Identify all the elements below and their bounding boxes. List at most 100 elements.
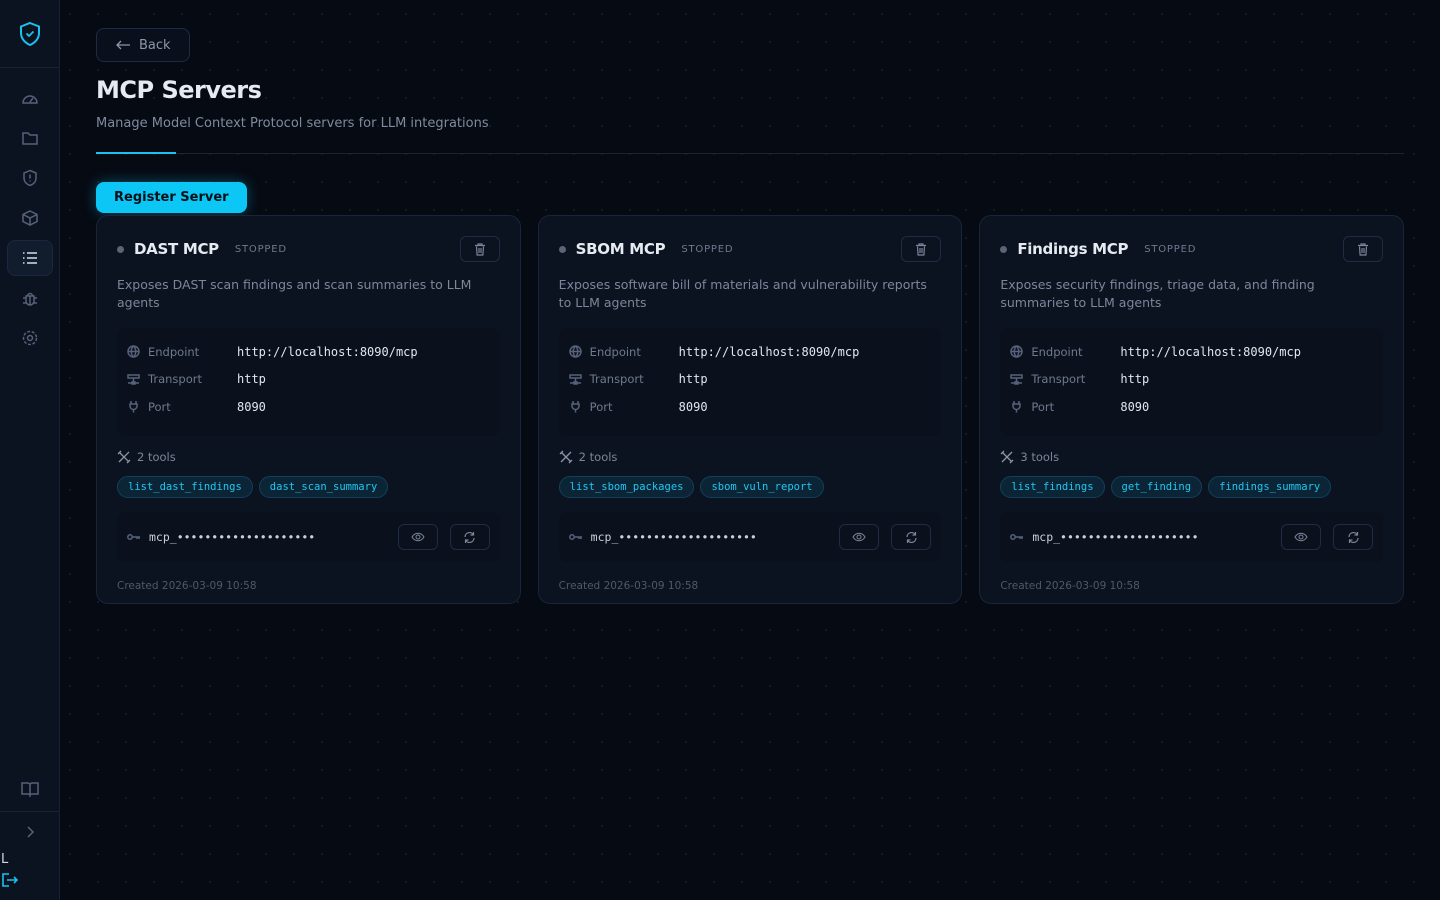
server-card: Findings MCP STOPPED Exposes security fin…	[979, 215, 1405, 604]
api-key-value: mcp_••••••••••••••••••••	[1032, 530, 1199, 544]
sidebar-item-bugs[interactable]	[7, 280, 53, 316]
delete-button[interactable]	[459, 236, 500, 262]
tools-count: 2 tools	[137, 450, 176, 464]
network-icon	[568, 374, 582, 385]
endpoint-value: http://localhost:8090/mcp	[1120, 344, 1301, 359]
tools-icon	[559, 450, 573, 464]
gauge-icon	[21, 95, 38, 104]
sidebar: L	[0, 0, 60, 900]
tool-chip[interactable]: list_dast_findings	[117, 476, 253, 498]
transport-value: http	[1120, 372, 1150, 387]
port-label: Port	[1031, 399, 1055, 414]
globe-icon	[127, 345, 140, 358]
server-info: Endpoint http://localhost:8090/mcp Transp…	[1000, 328, 1384, 436]
server-name: SBOM MCP	[575, 240, 666, 258]
sidebar-item-dashboard[interactable]	[7, 80, 53, 116]
transport-label: Transport	[589, 372, 644, 387]
plug-icon	[1012, 401, 1022, 413]
reveal-key-button[interactable]	[1281, 524, 1322, 550]
sidebar-item-settings[interactable]	[7, 320, 53, 356]
list-icon	[22, 252, 37, 264]
status-dot	[1000, 245, 1008, 253]
server-card: DAST MCP STOPPED Exposes DAST scan findin…	[96, 215, 521, 604]
status-dot	[558, 245, 566, 253]
tool-chips: list_sbom_packages sbom_vuln_report	[558, 476, 942, 498]
logo[interactable]	[0, 0, 59, 68]
endpoint-value: http://localhost:8090/mcp	[678, 344, 860, 359]
transport-label: Transport	[1031, 372, 1086, 387]
logout-button[interactable]	[0, 872, 60, 900]
tools-count: 3 tools	[1020, 450, 1060, 464]
eye-icon	[1294, 532, 1308, 542]
transport-value: http	[678, 372, 708, 387]
back-label: Back	[139, 37, 171, 53]
regenerate-key-button[interactable]	[449, 524, 490, 550]
register-server-button[interactable]: Register Server	[96, 182, 247, 213]
eye-icon	[411, 532, 425, 542]
reveal-key-button[interactable]	[397, 524, 438, 550]
sidebar-item-security[interactable]	[7, 160, 53, 196]
refresh-icon	[464, 531, 475, 543]
shield-check-icon	[19, 21, 40, 46]
port-value: 8090	[237, 399, 266, 414]
docs-button[interactable]	[0, 766, 60, 812]
created-timestamp: Created 2026-03-09 10:58	[117, 580, 257, 592]
sidebar-item-mcp-servers[interactable]	[6, 240, 53, 276]
shield-alert-icon	[22, 169, 37, 187]
regenerate-key-button[interactable]	[1333, 524, 1374, 550]
chevron-right-icon	[27, 826, 35, 838]
sidebar-item-packages[interactable]	[7, 200, 53, 236]
endpoint-value: http://localhost:8090/mcp	[237, 344, 418, 359]
tools-icon	[1000, 450, 1014, 464]
endpoint-label: Endpoint	[148, 344, 200, 359]
tools-count: 2 tools	[578, 450, 618, 464]
tool-chip[interactable]: sbom_vuln_report	[700, 476, 824, 498]
network-icon	[1010, 374, 1024, 385]
book-icon	[21, 781, 39, 797]
trash-icon	[474, 242, 485, 256]
status-dot	[117, 245, 124, 253]
back-button[interactable]: Back	[96, 28, 190, 62]
tool-chip[interactable]: list_sbom_packages	[558, 476, 695, 498]
created-timestamp: Created 2026-03-09 10:58	[558, 580, 699, 592]
reveal-key-button[interactable]	[839, 524, 880, 550]
delete-button[interactable]	[901, 236, 942, 262]
server-cards: DAST MCP STOPPED Exposes DAST scan findin…	[96, 215, 1405, 604]
delete-button[interactable]	[1343, 236, 1384, 262]
api-key-value: mcp_••••••••••••••••••••	[149, 530, 316, 544]
page-subtitle: Manage Model Context Protocol servers fo…	[96, 116, 489, 131]
endpoint-label: Endpoint	[1031, 344, 1083, 359]
api-key-row: mcp_••••••••••••••••••••	[558, 512, 942, 562]
key-icon	[1010, 534, 1024, 540]
server-description: Exposes software bill of materials and v…	[558, 277, 927, 310]
port-value: 8090	[678, 399, 708, 414]
plug-icon	[129, 401, 138, 413]
regenerate-key-button[interactable]	[891, 524, 932, 550]
expand-sidebar-button[interactable]	[0, 812, 60, 852]
endpoint-label: Endpoint	[589, 344, 641, 359]
gear-icon	[22, 330, 37, 346]
server-description: Exposes security findings, triage data, …	[1000, 277, 1315, 310]
tool-chip[interactable]: dast_scan_summary	[258, 476, 389, 498]
transport-label: Transport	[148, 372, 202, 387]
logout-icon	[2, 873, 19, 887]
key-icon	[568, 534, 582, 540]
globe-icon	[568, 345, 582, 358]
eye-icon	[852, 532, 866, 542]
trash-icon	[1358, 242, 1369, 256]
key-icon	[127, 534, 140, 540]
box-icon	[21, 210, 38, 226]
server-description: Exposes DAST scan findings and scan summ…	[117, 277, 472, 310]
refresh-icon	[1347, 531, 1359, 543]
user-avatar[interactable]: L	[1, 852, 9, 867]
bug-icon	[22, 292, 37, 306]
server-info: Endpoint http://localhost:8090/mcp Transp…	[117, 328, 500, 436]
tool-chip[interactable]: findings_summary	[1208, 476, 1332, 498]
page-title: MCP Servers	[96, 76, 262, 104]
api-key-row: mcp_••••••••••••••••••••	[117, 512, 500, 562]
folder-icon	[21, 132, 38, 145]
status-badge: STOPPED	[681, 243, 734, 255]
tool-chip[interactable]: get_finding	[1110, 476, 1203, 498]
sidebar-item-projects[interactable]	[7, 120, 53, 156]
tool-chip[interactable]: list_findings	[1000, 476, 1105, 498]
